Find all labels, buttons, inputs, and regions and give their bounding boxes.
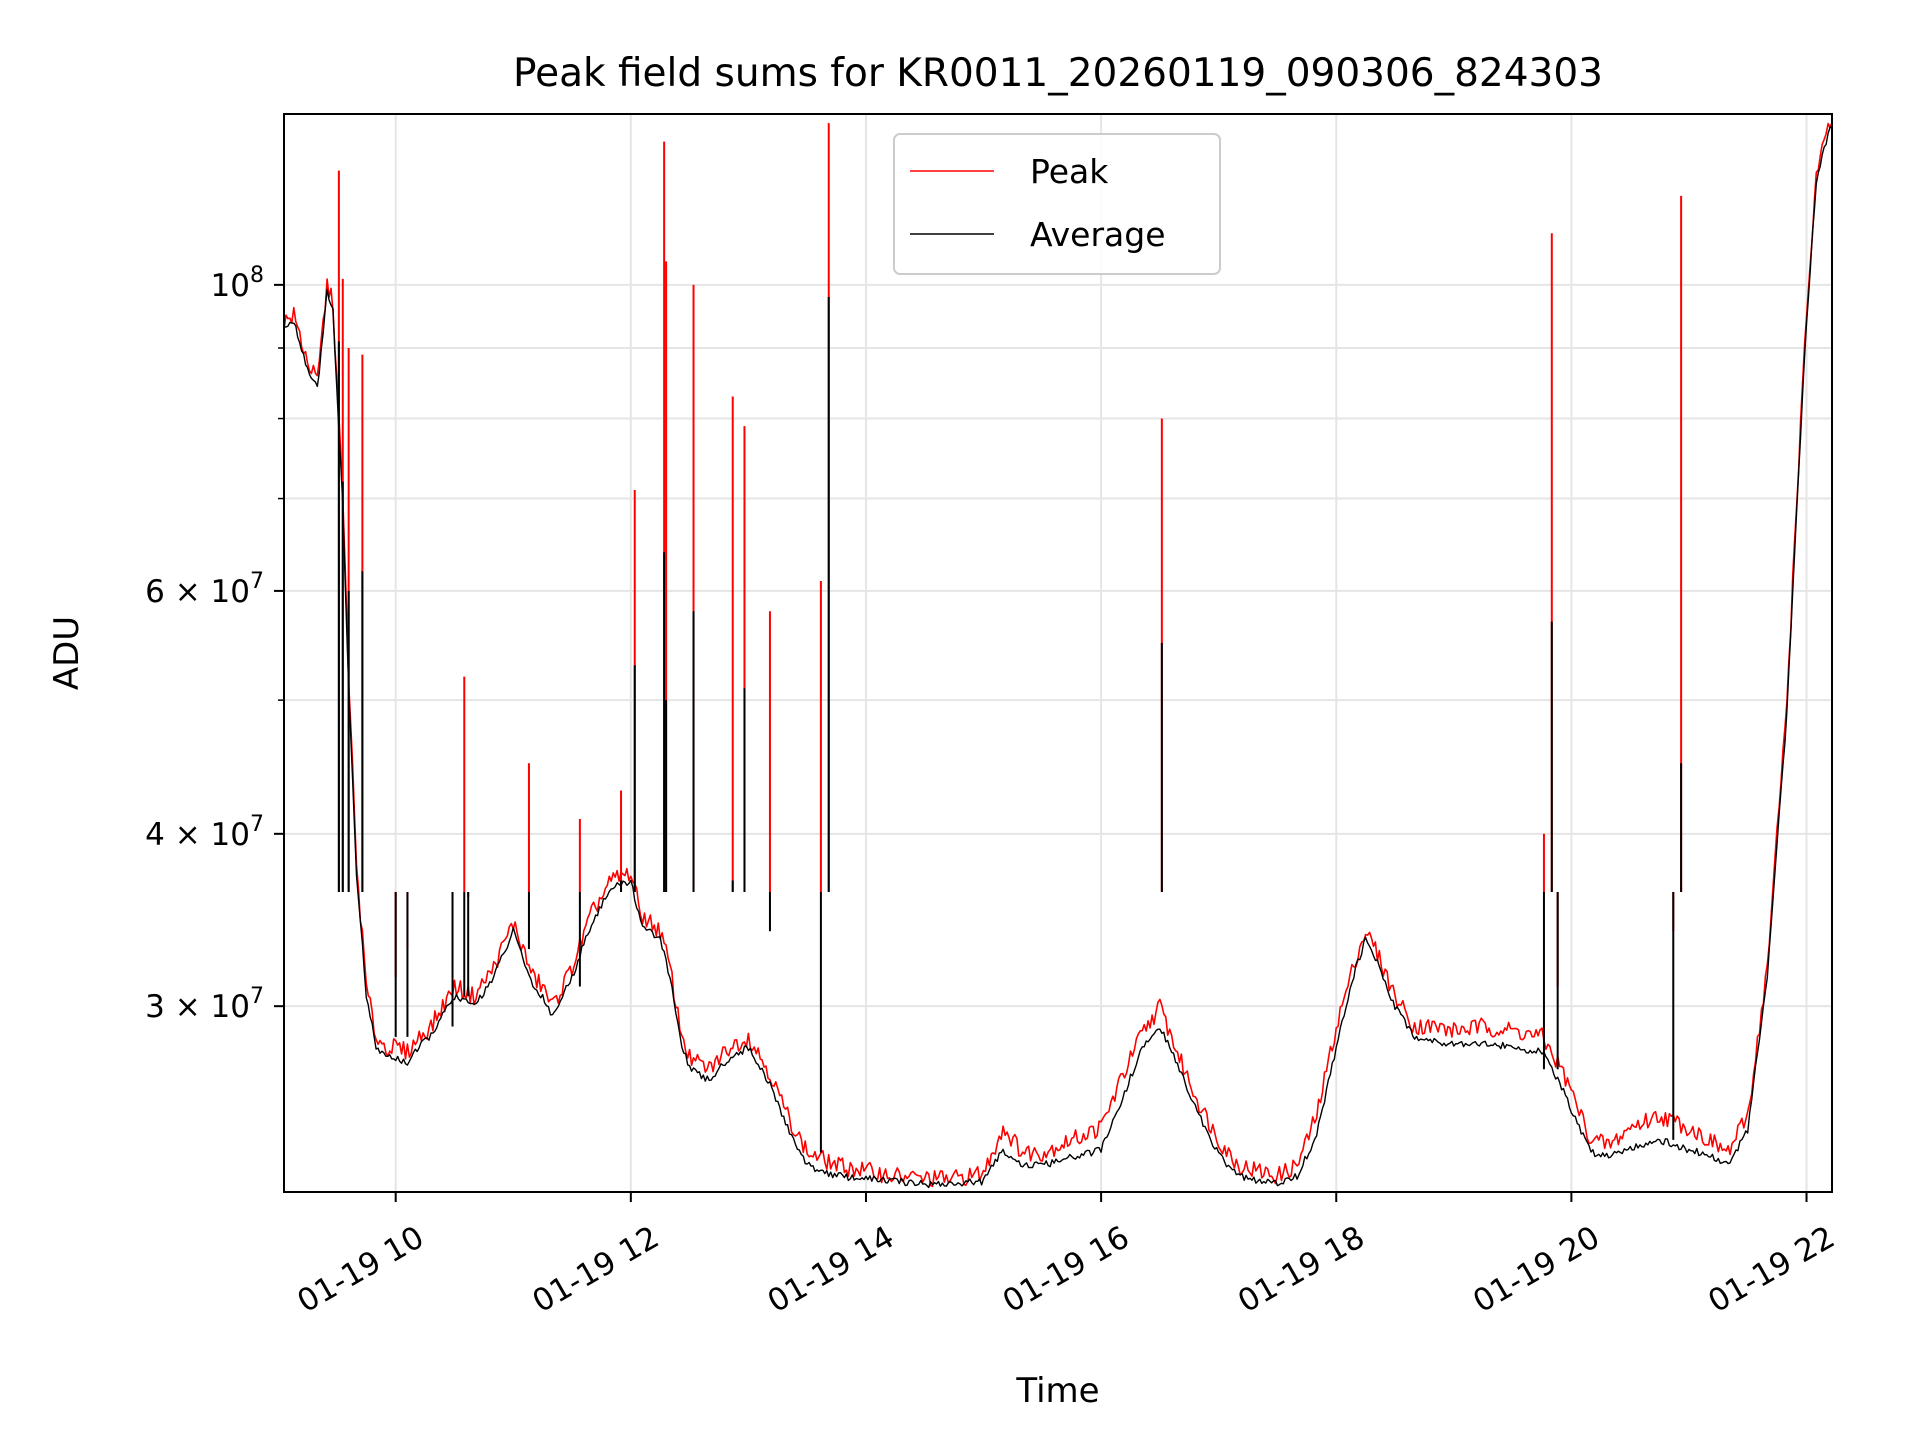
y-tick-label: 3 × 107	[145, 984, 264, 1025]
legend: Peak Average	[893, 133, 1221, 275]
x-axis-label: Time	[1015, 1371, 1099, 1411]
y-tick-label: 108	[211, 263, 264, 304]
y-axis-label: ADU	[47, 616, 87, 690]
series-line-peak	[284, 122, 1832, 1188]
chart-title: Peak field sums for KR0011_20260119_0903…	[513, 51, 1603, 96]
y-tick-label: 4 × 107	[145, 812, 264, 853]
grid	[284, 114, 1832, 1192]
y-tick-label: 6 × 107	[145, 569, 264, 610]
y-axis: 108 6 × 107 4 × 107 3 × 107	[145, 263, 284, 1025]
legend-label-peak: Peak	[1030, 152, 1109, 191]
plot-frame	[283, 113, 1833, 1193]
legend-box	[893, 133, 1221, 275]
legend-label-average: Average	[1030, 215, 1166, 254]
plot-area	[284, 122, 1832, 1189]
series-line-average	[284, 125, 1832, 1189]
